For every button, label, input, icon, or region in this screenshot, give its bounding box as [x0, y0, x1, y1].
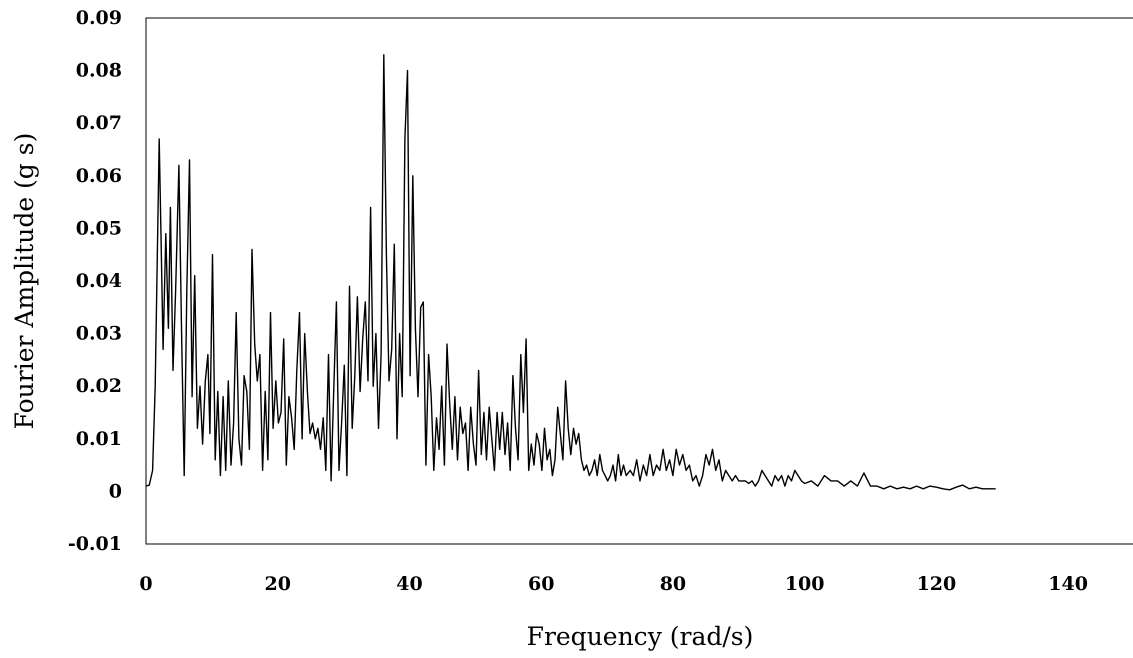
- x-tick-label: 140: [1048, 573, 1088, 595]
- y-tick-label: 0.03: [76, 323, 122, 345]
- y-tick-label: 0.02: [76, 375, 122, 397]
- x-axis-title: Frequency (rad/s): [527, 622, 754, 651]
- plot-frame: [145, 17, 1133, 545]
- y-axis-tick-labels: -0.01 0 0.01 0.02 0.03 0.04 0.05 0.06 0.07 0.08 0.…: [68, 7, 122, 555]
- y-tick-label: 0.09: [76, 7, 122, 29]
- x-tick-label: 80: [660, 573, 686, 595]
- y-tick-label: 0.07: [76, 112, 122, 134]
- x-tick-label: 40: [396, 573, 422, 595]
- x-axis-tick-labels: 0 20 40 60 80 100 120 140: [139, 573, 1088, 595]
- y-tick-label: 0.05: [76, 217, 122, 239]
- y-tick-label: 0.04: [76, 270, 122, 292]
- x-tick-label: 100: [785, 573, 825, 595]
- y-tick-label: -0.01: [68, 533, 122, 555]
- y-tick-label: 0: [109, 480, 122, 502]
- series-line: [145, 54, 996, 491]
- x-tick-label: 0: [139, 573, 152, 595]
- y-axis-title: Fourier Amplitude (g s): [10, 133, 39, 430]
- x-tick-label: 60: [528, 573, 554, 595]
- x-tick-label: 20: [265, 573, 291, 595]
- y-tick-label: 0.06: [76, 165, 122, 187]
- y-tick-label: 0.08: [76, 60, 122, 82]
- x-tick-label: 120: [917, 573, 957, 595]
- y-tick-label: 0.01: [76, 428, 122, 450]
